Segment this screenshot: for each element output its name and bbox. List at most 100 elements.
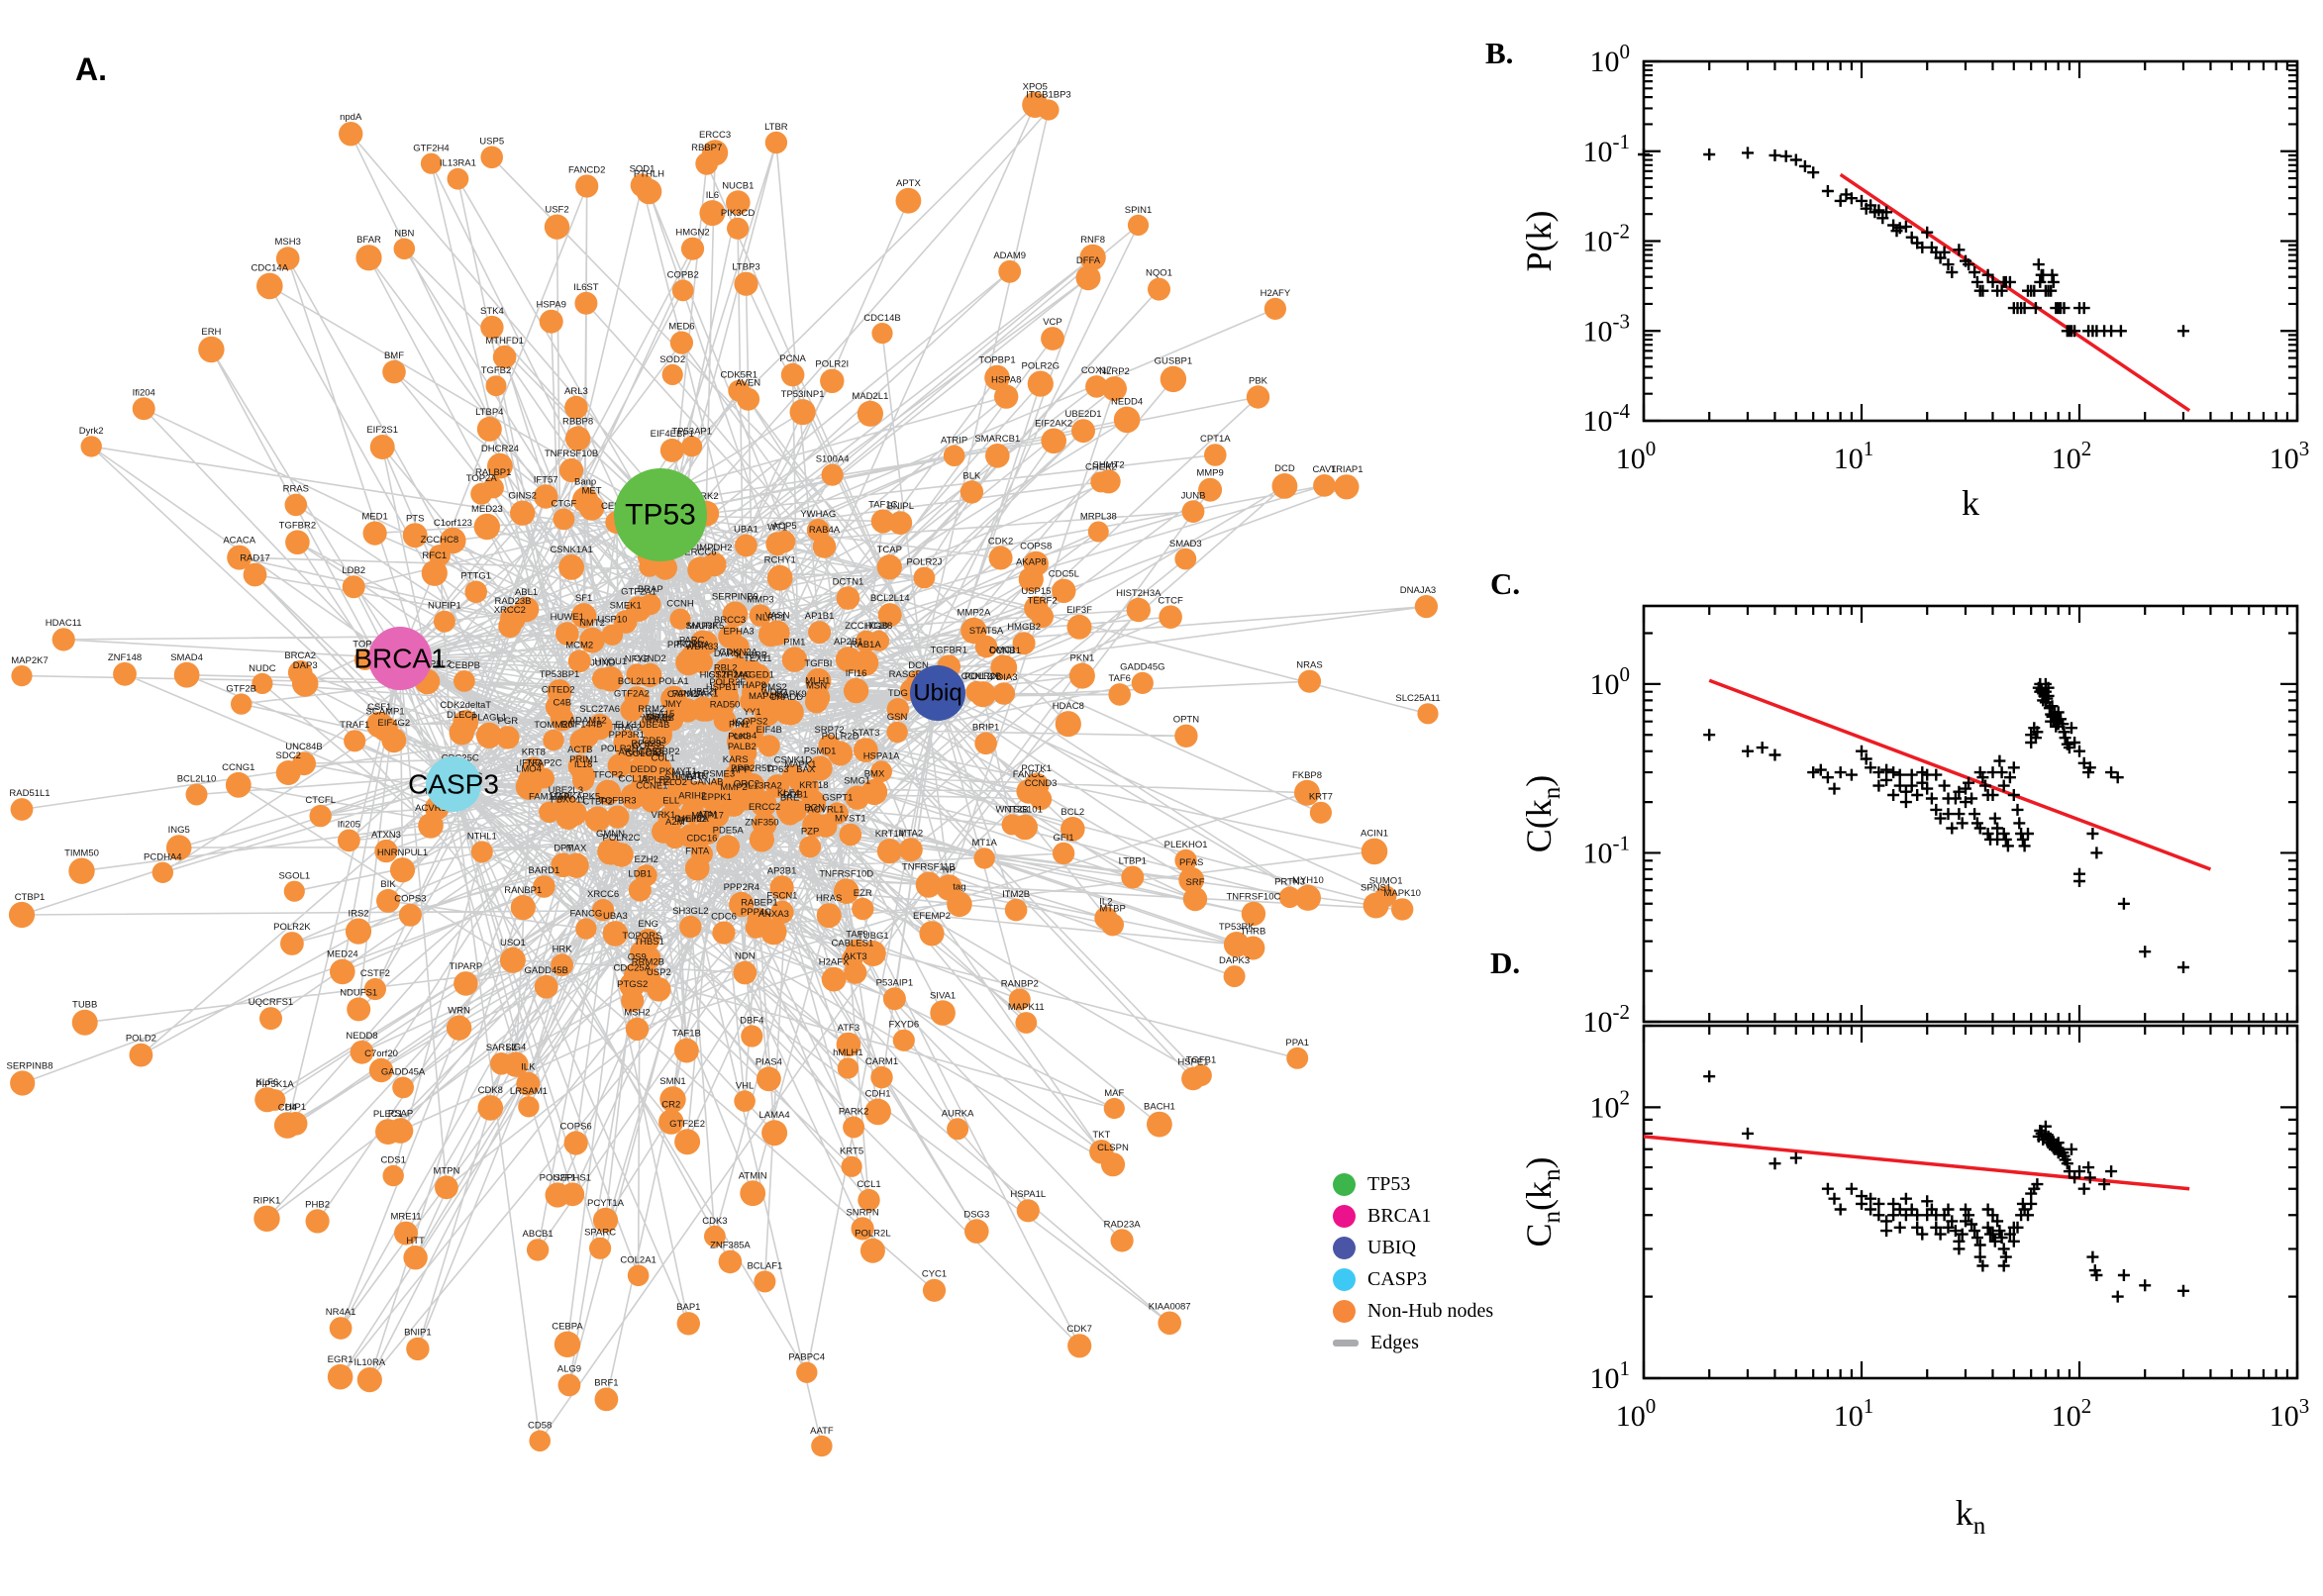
gene-label: DARS [714,648,740,659]
edge-line-icon [1333,1339,1359,1347]
nonhub-dot-icon [1333,1299,1356,1323]
gene-node [480,146,504,169]
gene-node [821,463,844,486]
tick-label: 100 [1616,437,1657,475]
gene-label: MTBP [1099,904,1125,915]
gene-label: PTGS2 [617,979,648,990]
gene-label: PFAS [1179,857,1203,868]
gene-label: SERPINB9 [712,592,758,603]
gene-node [198,336,225,363]
gene-label: GMNN [596,829,625,840]
gene-node [433,610,455,633]
gene-node [821,966,847,992]
gene-label: C4B [554,698,571,709]
gene-label: MED1 [361,512,387,523]
gene-label: WDR1 [761,687,789,698]
gene-node [853,738,878,762]
gene-node [393,238,416,260]
gene-label: USO1 [500,938,526,948]
scatter-points [1703,1070,2189,1303]
gene-node [421,559,448,586]
gene-node [930,1000,956,1026]
gene-label: VARS [643,713,667,724]
gene-label: HSPA9 [536,300,565,311]
gene-label: SPARC [584,1228,616,1239]
gene-label: COPS2 [736,717,767,728]
gene-label: PPA1 [1285,1038,1309,1048]
gene-label: GANAB [690,776,723,787]
gene-label: CD58 [528,1421,552,1432]
gene-label: CCNL2 [961,671,992,682]
gene-node [1041,327,1064,350]
gene-label: Dynlrb2 [674,814,707,825]
gene-label: IL2 [1099,897,1112,908]
gene-label: BRE [780,793,800,804]
gene-label: CSNK1A1 [550,545,592,555]
gene-label: SMG1 [844,776,870,787]
gene-node [1067,1334,1092,1358]
gene-label: UBE2I [689,687,716,698]
gene-label: HRK [553,944,573,954]
gene-label: VASN [764,610,789,621]
gene-label: SPIN1 [1125,205,1152,216]
gene-label: MAPK10 [1383,888,1421,899]
gene-node [851,1217,874,1241]
tick-label: 101 [1834,1394,1874,1433]
gene-node [598,666,624,692]
gene-label: DSG3 [963,1209,989,1220]
gene-node [751,790,777,818]
gene-label: CTGF [551,499,576,510]
gene-label: ERCC2 [749,802,780,813]
gene-label: DCD [1274,463,1295,474]
gene-label: HTT [406,1236,425,1247]
gene-label: KRT14 [875,829,904,840]
gene-node [256,272,283,300]
gene-label: POU2F1 [540,1173,576,1184]
gene-label: IL6ST [573,282,599,293]
gene-node [263,1089,286,1111]
gene-label: RRAS [283,484,309,495]
gene-label: BACH1 [1144,1102,1175,1113]
gene-node [329,1317,353,1340]
gene-label: POLR2B [964,671,1002,682]
gene-label: BAP1 [676,1302,700,1313]
plot-frame [1642,1024,2299,1380]
gene-label: DCN [908,660,929,671]
gene-node [1246,385,1270,409]
gene-label: KRT8 [522,748,546,758]
gene-node [534,484,558,509]
gene-label: TRIAP1 [1330,464,1363,475]
gene-label: CDC25A [614,962,652,973]
gene-label: IMPDH2 [697,543,733,553]
gene-node [868,630,890,651]
gene-label: CUL1 [652,753,675,764]
gene-label: TAF9 [846,930,868,941]
gene-label: GFI1 [1054,833,1074,844]
gene-label: npdA [340,112,362,123]
gene-label: P53AIP1 [876,977,914,988]
gene-label: HRAS [816,893,842,904]
gene-node [558,457,584,483]
gene-label: C1orf123 [434,518,472,529]
gene-node [669,608,691,630]
gene-label: COPB2 [667,269,699,280]
gene-label: RBBP7 [691,143,722,153]
gene-node [755,700,780,727]
gene-label: SNURF [685,621,718,632]
gene-label: TOP2A [466,473,498,484]
gene-node [10,1070,36,1096]
gene-label: LTBP3 [732,262,759,273]
gene-label: USP15 [1021,586,1051,597]
gene-label: EZR [854,888,872,899]
gene-label: TNFRSF10D [819,868,873,879]
gene-node [1363,892,1389,919]
gene-node [418,813,444,839]
gene-label: HIST2H3A [1116,588,1162,599]
gene-node [775,702,798,725]
gene-node [678,824,703,848]
gene-label: THAP8 [736,680,766,691]
gene-label: CTBP2 [582,796,613,807]
non-hub-nodes [8,91,1439,1457]
gene-label: PGR [498,716,519,727]
gene-label: WDR33 [685,642,718,652]
